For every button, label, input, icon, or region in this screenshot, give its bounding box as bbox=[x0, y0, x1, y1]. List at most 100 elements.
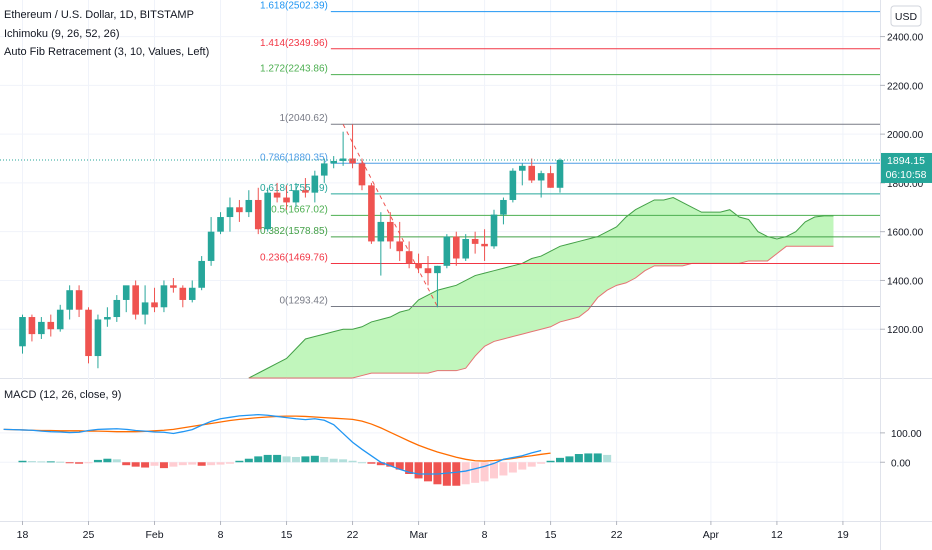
chart-title: Ethereum / U.S. Dollar, 1D, BITSTAMP bbox=[4, 9, 194, 21]
candle-body bbox=[311, 175, 319, 193]
candle-body bbox=[226, 207, 234, 218]
candle-body bbox=[452, 236, 460, 259]
macd-histogram-bar bbox=[461, 462, 470, 485]
candle-body bbox=[377, 221, 385, 242]
candle-body bbox=[368, 185, 375, 242]
last-price-value: 1894.15 bbox=[887, 155, 925, 167]
macd-histogram-bar bbox=[178, 462, 187, 466]
macd-histogram-bar bbox=[386, 462, 395, 467]
macd-histogram-bar bbox=[329, 458, 338, 463]
fib-level-label: 0.236(1469.76) bbox=[260, 252, 328, 263]
time-tick-label: 8 bbox=[218, 529, 224, 541]
fib-level-label: 0.618(1755.19) bbox=[260, 183, 328, 194]
candle-body bbox=[47, 321, 55, 330]
ichimoku-legend[interactable]: Ichimoku (9, 26, 52, 26) bbox=[4, 28, 120, 40]
macd-histogram-bar bbox=[556, 457, 565, 463]
macd-histogram-bar bbox=[310, 455, 319, 463]
price-tick-label: 2000.00 bbox=[887, 130, 924, 141]
time-tick-label: 8 bbox=[482, 529, 488, 541]
macd-histogram-bar bbox=[433, 462, 442, 485]
fib-level-label: 1.414(2349.96) bbox=[260, 38, 328, 49]
macd-histogram-bar bbox=[131, 462, 140, 467]
fib-level-label: 1(2040.62) bbox=[279, 113, 327, 124]
candle-body bbox=[179, 287, 187, 300]
macd-histogram-bar bbox=[480, 462, 489, 482]
macd-histogram-bar bbox=[537, 462, 546, 464]
currency-button[interactable] bbox=[890, 5, 922, 27]
macd-histogram-bar bbox=[301, 456, 310, 463]
candle-body bbox=[141, 302, 149, 315]
time-tick-label: 15 bbox=[545, 529, 557, 541]
axes: 1200.00 1400.00 1600.00 1800.00 2000.00 2200.… bbox=[17, 33, 924, 541]
macd-histogram-bar bbox=[75, 462, 84, 464]
macd-histogram-bar bbox=[490, 462, 498, 479]
macd-histogram-bar bbox=[56, 461, 65, 463]
macd-histogram-bar bbox=[339, 459, 348, 463]
candle-body bbox=[358, 163, 366, 186]
candle-body bbox=[151, 302, 158, 308]
macd-histogram-bar bbox=[273, 454, 282, 463]
candle-body bbox=[302, 190, 309, 193]
price-tick-label: 1600.00 bbox=[887, 228, 924, 239]
candle-body bbox=[122, 285, 130, 300]
candle-body bbox=[19, 317, 26, 347]
macd-histogram-bar bbox=[452, 462, 461, 486]
candle-body bbox=[132, 285, 139, 315]
last-price-badge bbox=[881, 152, 932, 183]
fib-level-label: 0.5(1667.02) bbox=[271, 204, 328, 215]
macd-histogram-bar bbox=[84, 462, 93, 464]
candle-body bbox=[292, 190, 300, 203]
macd-histogram-bar bbox=[254, 456, 263, 463]
candle-body bbox=[198, 260, 205, 288]
macd-histogram-bar bbox=[263, 454, 272, 463]
candle-body bbox=[113, 299, 121, 318]
candle-body bbox=[386, 221, 394, 242]
time-tick-label: 25 bbox=[83, 529, 95, 541]
candle-body bbox=[56, 309, 64, 330]
candle-body bbox=[38, 321, 45, 335]
macd-histogram-bar bbox=[603, 454, 612, 463]
candle-body bbox=[415, 263, 422, 269]
macd-histogram-bar bbox=[574, 454, 583, 463]
macd-histogram-bar bbox=[282, 456, 291, 463]
candle-body bbox=[500, 199, 507, 215]
candle-body bbox=[339, 158, 347, 161]
macd-histogram-bar bbox=[37, 461, 46, 463]
cloud-fill bbox=[248, 197, 834, 378]
candle-body bbox=[283, 197, 290, 203]
signal-line bbox=[3, 415, 551, 462]
ichimoku-cloud bbox=[248, 197, 834, 379]
candle-body bbox=[160, 285, 168, 308]
candle-body bbox=[509, 170, 517, 200]
time-tick-label: 22 bbox=[347, 529, 359, 541]
candle-body bbox=[349, 158, 356, 164]
price-tick-label: 1800.00 bbox=[887, 179, 924, 190]
macd-legend[interactable]: MACD (12, 26, close, 9) bbox=[4, 389, 121, 401]
candle-body bbox=[462, 238, 470, 259]
macd-histogram-bar bbox=[357, 462, 366, 464]
macd-line bbox=[3, 414, 542, 475]
macd-histogram-bar bbox=[471, 462, 480, 483]
candle-body bbox=[528, 165, 536, 181]
candle-body bbox=[490, 214, 498, 247]
macd-tick-label: 100.00 bbox=[891, 429, 922, 440]
candle-body bbox=[405, 251, 413, 264]
macd-histogram-bar bbox=[216, 462, 225, 465]
macd-histogram-bar bbox=[423, 462, 432, 482]
macd-histogram-bar bbox=[527, 462, 536, 467]
time-tick-label: Apr bbox=[703, 529, 720, 541]
macd-histogram-bar bbox=[508, 462, 517, 473]
macd-histogram-bar bbox=[103, 458, 112, 463]
time-tick-label: Mar bbox=[410, 529, 429, 541]
macd-histogram-bar bbox=[235, 460, 244, 463]
candle-body bbox=[320, 163, 328, 176]
time-tick-label: Feb bbox=[145, 529, 163, 541]
candle-body bbox=[207, 231, 215, 261]
macd-pane bbox=[3, 414, 612, 486]
candle-body bbox=[245, 199, 253, 213]
fib-legend[interactable]: Auto Fib Retracement (3, 10, Values, Lef… bbox=[4, 46, 209, 58]
candle-body bbox=[396, 241, 403, 252]
macd-histogram-bar bbox=[376, 462, 385, 466]
fib-level-label: 1.618(2502.39) bbox=[260, 1, 328, 12]
